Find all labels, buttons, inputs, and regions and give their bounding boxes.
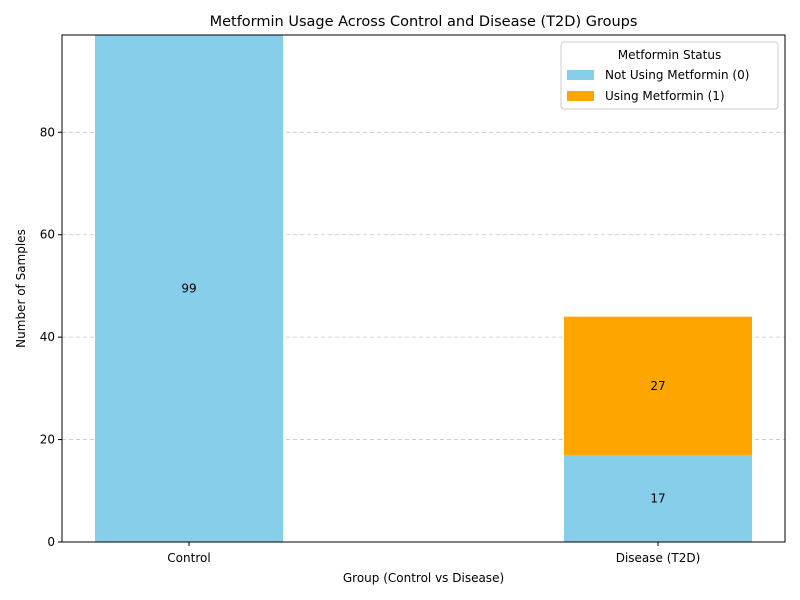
legend-title: Metformin Status (618, 48, 721, 62)
y-tick-label: 80 (40, 125, 55, 139)
x-axis-label: Group (Control vs Disease) (343, 571, 504, 585)
plot-frame (61, 34, 786, 543)
x-tick-label: Control (167, 551, 210, 565)
legend-entry: Using Metformin (1) (605, 89, 725, 103)
data-label: 99 (181, 282, 196, 296)
data-label: 27 (650, 379, 665, 393)
legend: Metformin Status Not Using Metformin (0)… (560, 41, 779, 110)
legend-box (560, 41, 779, 110)
chart-title: Metformin Usage Across Control and Disea… (210, 14, 638, 30)
bar-not-using-disease (564, 454, 752, 542)
bar-not-using-control (95, 35, 283, 542)
legend-entry: Not Using Metformin (0) (605, 68, 749, 82)
x-axis-ticks: Control Disease (T2D) (167, 542, 700, 565)
bars (95, 35, 752, 542)
legend-swatch (567, 91, 594, 101)
y-tick-label: 40 (40, 330, 55, 344)
y-axis-label: Number of Samples (14, 229, 28, 348)
data-labels: 99 17 27 (181, 282, 665, 506)
data-label: 17 (650, 491, 665, 505)
y-tick-label: 20 (40, 433, 55, 447)
bar-using-disease (564, 316, 752, 455)
x-tick-label: Disease (T2D) (616, 551, 701, 565)
y-tick-label: 0 (47, 535, 55, 549)
y-tick-label: 60 (40, 228, 55, 242)
y-axis-ticks: 0 20 40 60 80 (40, 125, 62, 549)
legend-swatch (567, 70, 594, 80)
